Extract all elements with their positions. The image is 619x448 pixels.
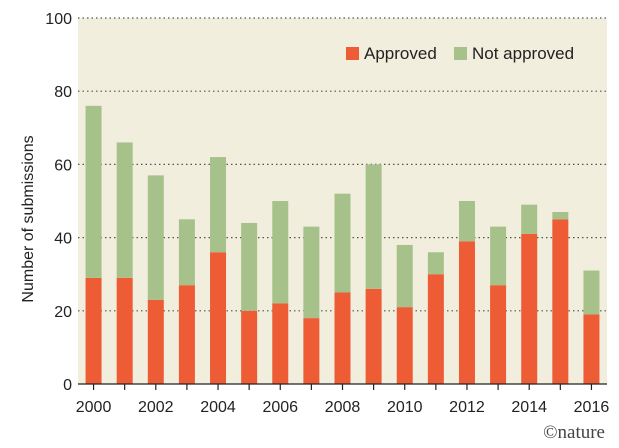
bar-not-approved-2013 (490, 226, 507, 286)
legend-swatch-approved (346, 47, 359, 60)
bar-not-approved-2008 (334, 193, 351, 293)
y-tick-label: 0 (63, 377, 72, 394)
bar-approved-2006 (272, 303, 289, 384)
bar-not-approved-2014 (521, 204, 538, 234)
bar-not-approved-2012 (458, 201, 475, 242)
bar-approved-2004 (210, 252, 227, 384)
bar-not-approved-2007 (303, 226, 320, 319)
x-tick-label: 2004 (200, 399, 236, 416)
legend-swatch-not-approved (454, 47, 467, 60)
bar-not-approved-2000 (85, 105, 102, 278)
bar-not-approved-2009 (365, 164, 382, 289)
y-tick-label: 40 (54, 231, 72, 248)
bar-not-approved-2002 (147, 175, 164, 300)
bar-not-approved-2003 (178, 219, 195, 286)
y-tick-label: 100 (45, 11, 72, 28)
x-tick-label: 2016 (574, 399, 610, 416)
bar-not-approved-2015 (552, 211, 569, 220)
bar-approved-2009 (365, 288, 382, 384)
x-tick-label: 2006 (262, 399, 298, 416)
bar-approved-2002 (147, 299, 164, 384)
bar-approved-2013 (490, 285, 507, 384)
bar-approved-2005 (241, 310, 258, 384)
bar-approved-2003 (178, 285, 195, 384)
x-tick-label: 2002 (138, 399, 174, 416)
bar-approved-2012 (458, 241, 475, 384)
bar-approved-2007 (303, 318, 320, 384)
bar-not-approved-2010 (396, 244, 413, 308)
bar-approved-2000 (85, 277, 102, 384)
y-tick-label: 60 (54, 157, 72, 174)
y-axis-title: Number of submissions (20, 135, 37, 302)
legend-label-approved: Approved (364, 44, 437, 63)
bar-not-approved-2016 (583, 270, 600, 315)
legend: Approved Not approved (346, 44, 574, 63)
legend-label-not-approved: Not approved (472, 44, 574, 63)
bars (85, 105, 600, 384)
bar-approved-2014 (521, 233, 538, 384)
y-tick-label: 80 (54, 84, 72, 101)
bar-not-approved-2005 (241, 222, 258, 311)
bar-not-approved-2004 (210, 157, 227, 253)
x-tick-label: 2014 (511, 399, 547, 416)
bar-approved-2015 (552, 219, 569, 384)
bar-approved-2010 (396, 307, 413, 384)
nature-credit: ©nature (543, 422, 605, 443)
x-tick-label: 2008 (325, 399, 361, 416)
y-tick-labels: 0 20 40 60 80 100 (45, 11, 72, 394)
x-tick-label: 2000 (76, 399, 112, 416)
bar-approved-2016 (583, 314, 600, 384)
bar-approved-2001 (116, 277, 133, 384)
bar-approved-2011 (427, 274, 444, 384)
x-tick-label: 2012 (449, 399, 485, 416)
bar-not-approved-2011 (427, 252, 444, 275)
x-tick-labels: 2000 2002 2004 2006 2008 2010 2012 2014 2016 (76, 384, 610, 416)
bar-not-approved-2006 (272, 201, 289, 304)
y-tick-label: 20 (54, 304, 72, 321)
x-tick-label: 2010 (387, 399, 423, 416)
bar-approved-2008 (334, 292, 351, 384)
bar-not-approved-2001 (116, 142, 133, 278)
